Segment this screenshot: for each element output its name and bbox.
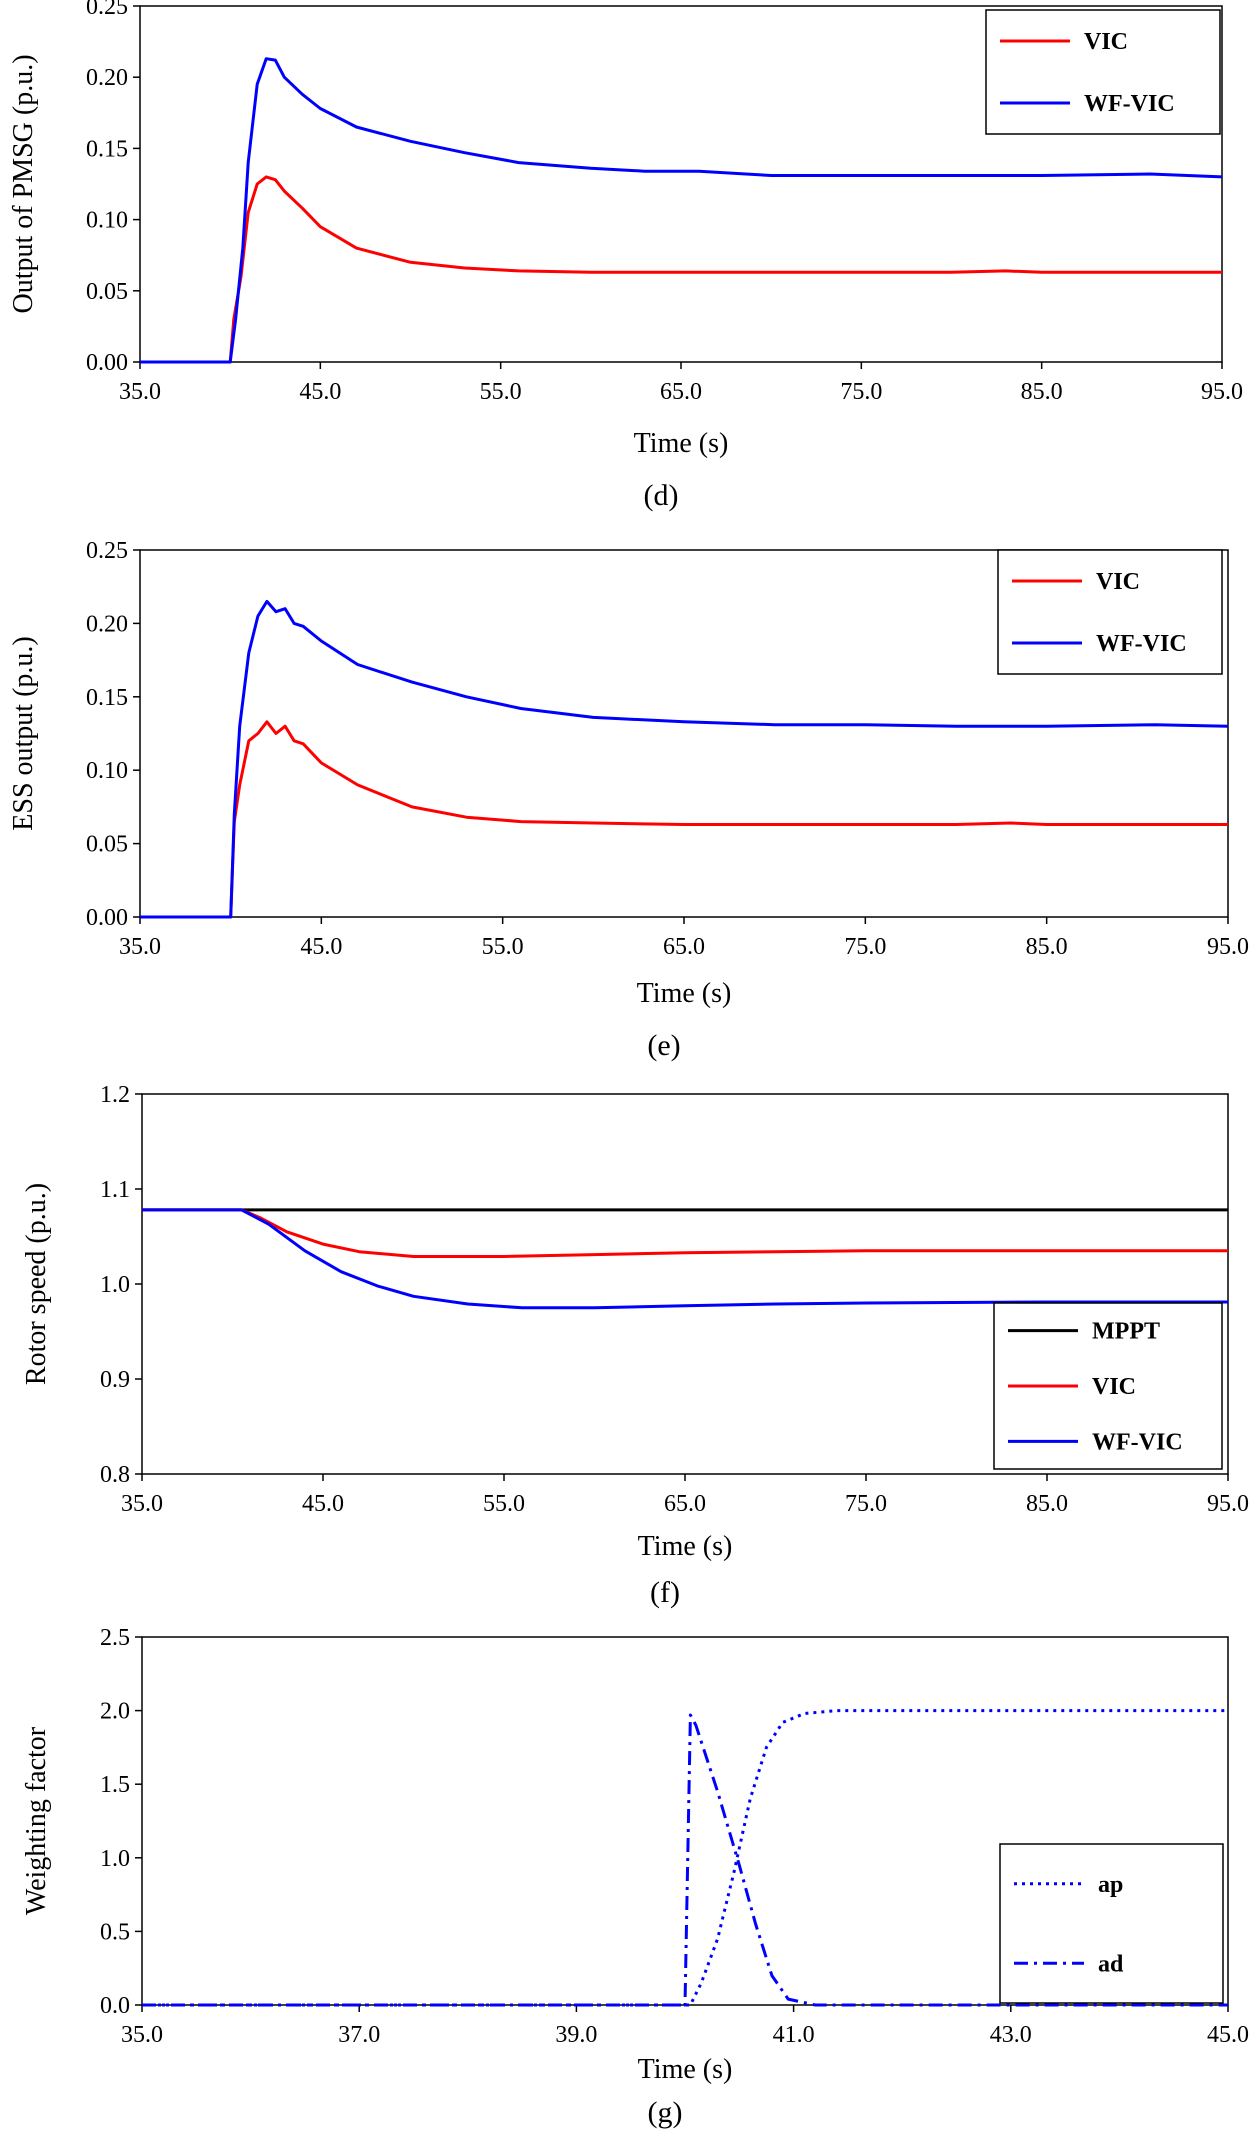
x-axis-title: Time (s) bbox=[638, 2054, 733, 2085]
x-tick-label: 35.0 bbox=[121, 2022, 163, 2048]
x-tick-label: 65.0 bbox=[664, 1491, 706, 1517]
x-tick-label: 75.0 bbox=[845, 1491, 887, 1517]
legend-label: VIC bbox=[1084, 29, 1128, 55]
y-tick-label: 0.00 bbox=[86, 350, 128, 376]
x-axis-title: Time (s) bbox=[638, 1531, 733, 1562]
x-tick-label: 75.0 bbox=[840, 379, 882, 405]
figure-caption: (d) bbox=[644, 479, 679, 512]
y-tick-label: 2.0 bbox=[100, 1699, 130, 1725]
x-tick-label: 65.0 bbox=[660, 379, 702, 405]
x-tick-label: 85.0 bbox=[1021, 379, 1063, 405]
y-tick-label: 0.05 bbox=[86, 832, 128, 858]
y-tick-label: 1.2 bbox=[100, 1082, 130, 1108]
x-tick-label: 95.0 bbox=[1201, 379, 1243, 405]
series-line-vic bbox=[140, 720, 1228, 919]
figure-caption: (e) bbox=[647, 1029, 680, 1062]
x-tick-label: 85.0 bbox=[1026, 1491, 1068, 1517]
series-line-ad bbox=[142, 1713, 1228, 2007]
x-tick-label: 85.0 bbox=[1026, 934, 1068, 960]
x-tick-label: 45.0 bbox=[1207, 2022, 1249, 2048]
x-tick-label: 45.0 bbox=[300, 934, 342, 960]
series-line-wf-vic bbox=[140, 57, 1223, 364]
y-axis-title: ESS output (p.u.) bbox=[8, 636, 39, 830]
legend-box bbox=[985, 9, 1221, 135]
x-axis-title: Time (s) bbox=[634, 428, 729, 459]
x-tick-label: 43.0 bbox=[990, 2022, 1032, 2048]
legend-label: WF-VIC bbox=[1084, 91, 1175, 117]
series-line-wf-vic bbox=[140, 599, 1229, 919]
y-tick-label: 0.5 bbox=[100, 1919, 130, 1945]
x-tick-label: 37.0 bbox=[338, 2022, 380, 2048]
y-tick-label: 1.1 bbox=[100, 1177, 130, 1203]
x-axis-title: Time (s) bbox=[637, 978, 732, 1009]
legend-label: VIC bbox=[1092, 1374, 1136, 1400]
legend-label: WF-VIC bbox=[1092, 1429, 1183, 1455]
y-tick-label: 0.05 bbox=[86, 279, 128, 305]
legend-box bbox=[997, 549, 1223, 675]
x-tick-label: 75.0 bbox=[844, 934, 886, 960]
y-tick-label: 0.25 bbox=[86, 538, 128, 564]
y-tick-label: 0.0 bbox=[100, 1993, 130, 2019]
y-tick-label: 0.8 bbox=[100, 1462, 130, 1488]
y-tick-label: 0.20 bbox=[86, 611, 128, 637]
legend-box bbox=[999, 1843, 1224, 2004]
x-tick-label: 65.0 bbox=[663, 934, 705, 960]
x-tick-label: 45.0 bbox=[299, 379, 341, 405]
x-tick-label: 95.0 bbox=[1207, 1491, 1249, 1517]
y-axis-title: Output of PMSG (p.u.) bbox=[8, 54, 39, 313]
y-axis-title: Rotor speed (p.u.) bbox=[21, 1183, 52, 1385]
legend-label: ad bbox=[1098, 1951, 1124, 1977]
legend-label: MPPT bbox=[1092, 1319, 1160, 1345]
y-tick-label: 0.10 bbox=[86, 758, 128, 784]
y-tick-label: 0.9 bbox=[100, 1367, 130, 1393]
legend-label: ap bbox=[1098, 1872, 1123, 1898]
x-tick-label: 41.0 bbox=[773, 2022, 815, 2048]
figure-caption: (g) bbox=[648, 2096, 683, 2129]
x-tick-label: 39.0 bbox=[555, 2022, 597, 2048]
x-tick-label: 55.0 bbox=[482, 934, 524, 960]
x-tick-label: 45.0 bbox=[302, 1491, 344, 1517]
x-tick-label: 55.0 bbox=[483, 1491, 525, 1517]
y-tick-label: 0.00 bbox=[86, 905, 128, 931]
y-tick-label: 0.20 bbox=[86, 65, 128, 91]
legend-label: VIC bbox=[1096, 569, 1140, 595]
y-axis-title: Weighting factor bbox=[21, 1726, 52, 1915]
series-line-vic bbox=[142, 1208, 1228, 1258]
x-tick-label: 55.0 bbox=[480, 379, 522, 405]
y-tick-label: 0.15 bbox=[86, 685, 128, 711]
series-line-ap bbox=[142, 1709, 1228, 2007]
figure-caption: (f) bbox=[650, 1576, 680, 1609]
y-tick-label: 1.0 bbox=[100, 1272, 130, 1298]
y-tick-label: 0.25 bbox=[86, 0, 128, 20]
y-tick-label: 0.15 bbox=[86, 136, 128, 162]
x-tick-label: 35.0 bbox=[121, 1491, 163, 1517]
series-line-vic bbox=[140, 175, 1222, 364]
x-tick-label: 35.0 bbox=[119, 934, 161, 960]
y-tick-label: 2.5 bbox=[100, 1625, 130, 1651]
y-tick-label: 0.10 bbox=[86, 208, 128, 234]
y-tick-label: 1.0 bbox=[100, 1846, 130, 1872]
series-line-wf-vic bbox=[142, 1208, 1228, 1310]
legend-label: WF-VIC bbox=[1096, 631, 1187, 657]
x-tick-label: 95.0 bbox=[1207, 934, 1249, 960]
x-tick-label: 35.0 bbox=[119, 379, 161, 405]
y-tick-label: 1.5 bbox=[100, 1772, 130, 1798]
